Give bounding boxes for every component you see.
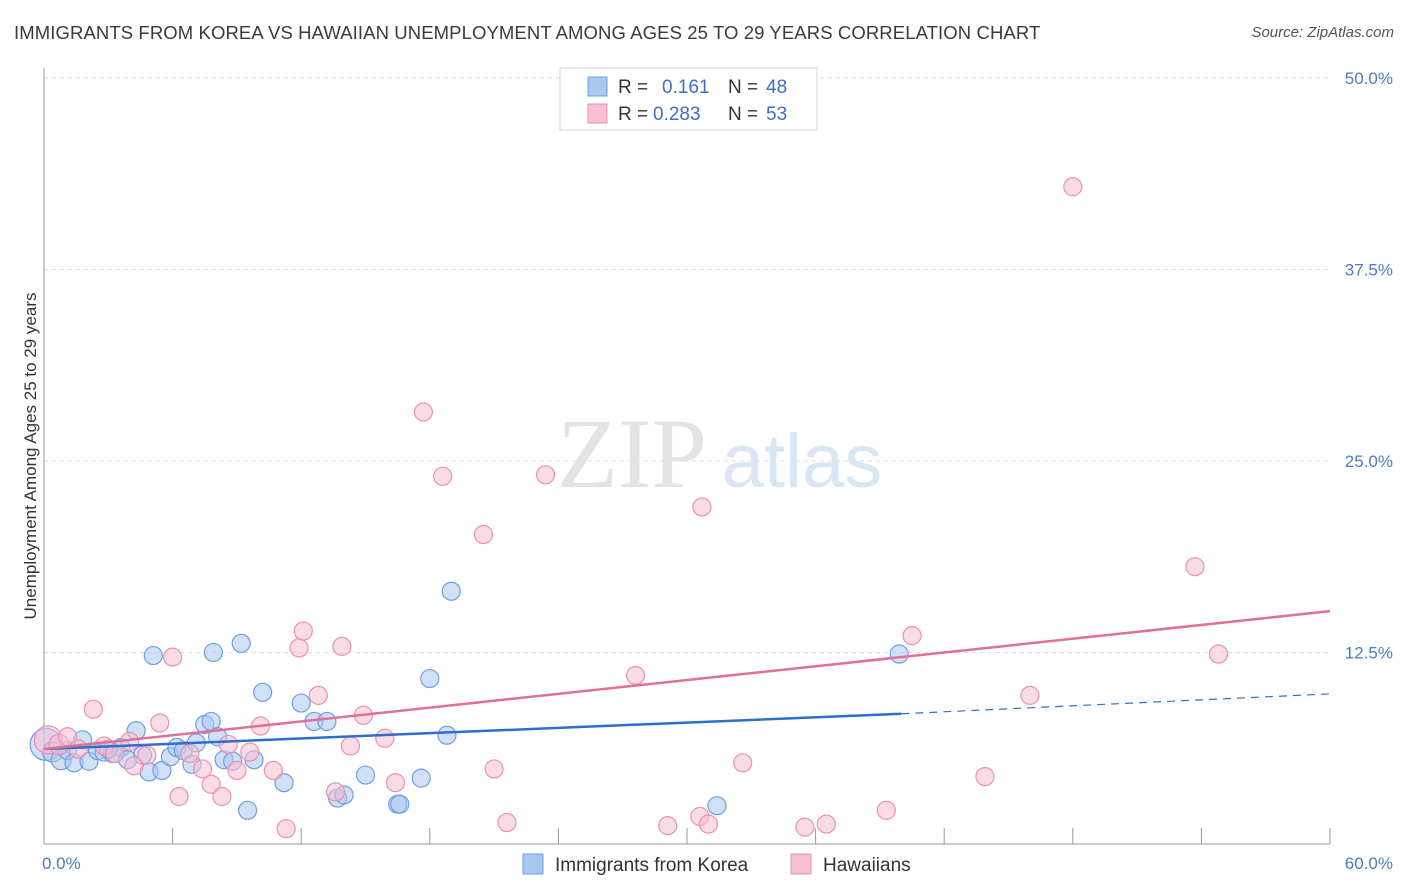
trend-layer	[43, 609, 1331, 751]
bottom-legend-hawaii: Hawaiians	[823, 855, 911, 876]
hawaii-point	[625, 665, 646, 686]
hawaii-point	[484, 759, 504, 779]
hawaii-point	[308, 685, 328, 705]
korea-point	[274, 773, 294, 793]
hawaii-point	[150, 713, 170, 733]
hawaii-point	[180, 744, 200, 764]
korea-trend-extension	[901, 693, 1331, 715]
hawaii-point	[1063, 177, 1083, 197]
korea-point	[238, 800, 258, 820]
legend-r-value-hawaii: 0.283	[653, 104, 701, 125]
hawaii-point	[535, 465, 556, 485]
hawaii-point	[201, 774, 221, 794]
hawaii-point	[692, 497, 712, 517]
hawaii-point	[325, 782, 346, 802]
hawaii-point	[263, 760, 283, 781]
korea-point	[889, 644, 909, 664]
hawaii-point	[385, 773, 406, 793]
legend-swatch-hawaii	[587, 103, 608, 124]
korea-point	[203, 642, 223, 663]
hawaii-point	[433, 466, 453, 486]
korea-point	[411, 768, 431, 788]
korea-point	[355, 765, 376, 785]
korea-point	[317, 711, 337, 732]
watermark: ZIP atlas	[557, 398, 882, 509]
hawaii-point	[1185, 557, 1205, 577]
legend: R = 0.161 N = 48 R = 0.283 N = 53	[559, 67, 818, 131]
legend-r-label-hawaii: R =	[618, 104, 648, 125]
bottom-legend: Immigrants from Korea Hawaiians	[522, 853, 911, 876]
hawaii-point	[137, 745, 157, 765]
hawaii-point	[698, 814, 719, 834]
hawaii-point	[83, 699, 103, 719]
legend-n-value-korea: 48	[766, 77, 787, 98]
watermark-atlas: atlas	[722, 419, 883, 504]
hawaii-point	[902, 626, 922, 646]
korea-point	[441, 581, 461, 601]
hawaii-point	[332, 636, 352, 656]
hawaii-trend-line	[43, 609, 1331, 751]
hawaii-point	[105, 744, 125, 764]
hawaii-point	[289, 638, 309, 658]
hawaii-point	[218, 734, 238, 755]
x-tick-label-min: 0.0%	[42, 854, 81, 873]
bottom-legend-swatch-korea	[522, 853, 544, 875]
hawaii-point	[227, 760, 247, 781]
hawaii-point	[276, 819, 296, 839]
watermark-zip: ZIP	[557, 398, 707, 509]
legend-n-value-hawaii: 53	[766, 104, 787, 125]
korea-point	[152, 760, 172, 781]
hawaii-point	[1020, 685, 1040, 705]
legend-swatch-korea	[587, 76, 608, 97]
y-tick-label: 25.0%	[1345, 452, 1393, 471]
korea-point	[143, 645, 163, 666]
y-tick-label: 50.0%	[1345, 69, 1393, 88]
hawaii-point	[658, 816, 678, 836]
bottom-legend-korea: Immigrants from Korea	[555, 855, 749, 876]
hawaii-point	[413, 402, 433, 422]
hawaii-point	[163, 647, 183, 667]
y-axis-label: Unemployment Among Ages 25 to 29 years	[21, 293, 40, 620]
legend-r-label-korea: R =	[618, 77, 648, 98]
hawaii-point	[816, 814, 836, 834]
chart-title: IMMIGRANTS FROM KOREA VS HAWAIIAN UNEMPL…	[14, 22, 1041, 43]
hawaii-point	[293, 621, 313, 641]
points-layer	[29, 177, 1229, 839]
hawaii-point	[340, 736, 361, 756]
korea-point	[231, 633, 251, 653]
korea-trend-line	[43, 712, 902, 751]
korea-point	[420, 668, 440, 689]
hawaii-point	[1208, 644, 1229, 664]
bottom-legend-swatch-hawaii	[790, 853, 812, 875]
legend-n-label-korea: N =	[728, 77, 758, 98]
y-tick-label: 12.5%	[1345, 644, 1393, 663]
hawaii-point	[497, 812, 517, 833]
legend-n-label-hawaii: N =	[728, 104, 758, 125]
korea-point	[437, 725, 457, 745]
x-tick-label-max: 60.0%	[1345, 854, 1393, 873]
axes-layer: 12.5% 25.0% 37.5% 50.0% 0.0% 60.0%	[42, 68, 1393, 873]
hawaii-point	[169, 786, 189, 807]
hawaii-point	[193, 759, 213, 779]
hawaii-point	[473, 524, 493, 545]
korea-point	[291, 693, 311, 713]
korea-point	[707, 796, 727, 816]
legend-r-value-korea: 0.161	[662, 77, 710, 98]
korea-point	[253, 682, 273, 702]
hawaii-point	[124, 756, 144, 776]
korea-point	[390, 794, 410, 814]
hawaii-point	[212, 786, 232, 807]
hawaii-point	[733, 753, 753, 773]
grid-layer	[44, 77, 1330, 653]
chart-source: Source: ZipAtlas.com	[1251, 24, 1394, 41]
y-tick-label: 37.5%	[1345, 261, 1393, 280]
hawaii-point	[795, 817, 815, 837]
hawaii-point	[876, 800, 896, 820]
hawaii-point	[375, 728, 395, 748]
hawaii-point	[240, 742, 260, 762]
hawaii-point	[975, 766, 995, 787]
